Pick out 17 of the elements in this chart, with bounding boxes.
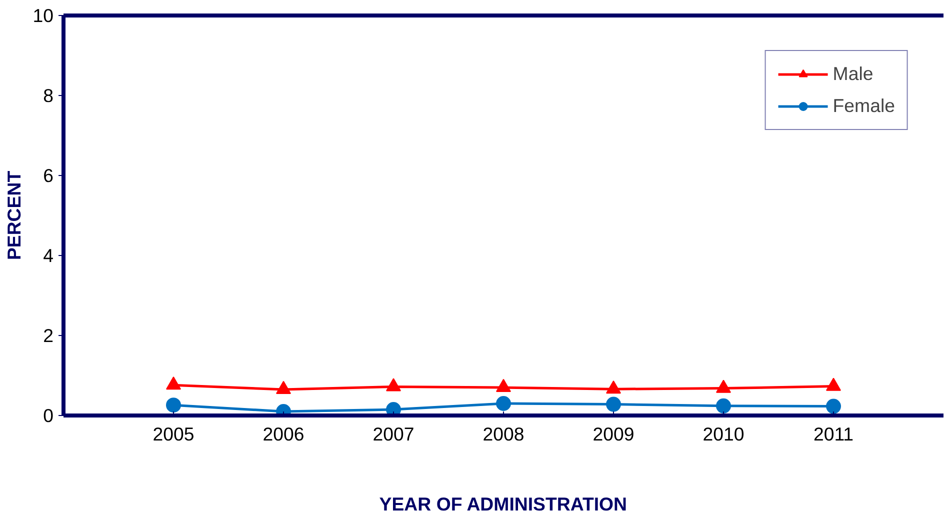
y-tick-label: 4 [43, 245, 54, 266]
x-tick-label: 2008 [482, 424, 524, 444]
legend-label: Female [832, 95, 895, 117]
x-tick-label: 2006 [262, 424, 304, 444]
x-tick-label: 2010 [702, 424, 744, 444]
y-tick-label: 0 [43, 405, 54, 426]
x-axis-title: YEAR OF ADMINISTRATION [379, 494, 628, 514]
x-tick-label: 2005 [152, 424, 194, 444]
x-tick-label: 2011 [813, 424, 854, 444]
y-tick-label: 2 [43, 325, 54, 346]
x-tick-label: 2007 [372, 424, 414, 444]
y-tick-label: 10 [32, 5, 54, 26]
y-tick-label: 8 [43, 85, 54, 106]
x-tick-label: 2009 [592, 424, 634, 444]
y-axis-title: PERCENT [4, 170, 25, 260]
y-tick-label: 6 [43, 165, 54, 186]
legend-label: Male [832, 63, 874, 85]
